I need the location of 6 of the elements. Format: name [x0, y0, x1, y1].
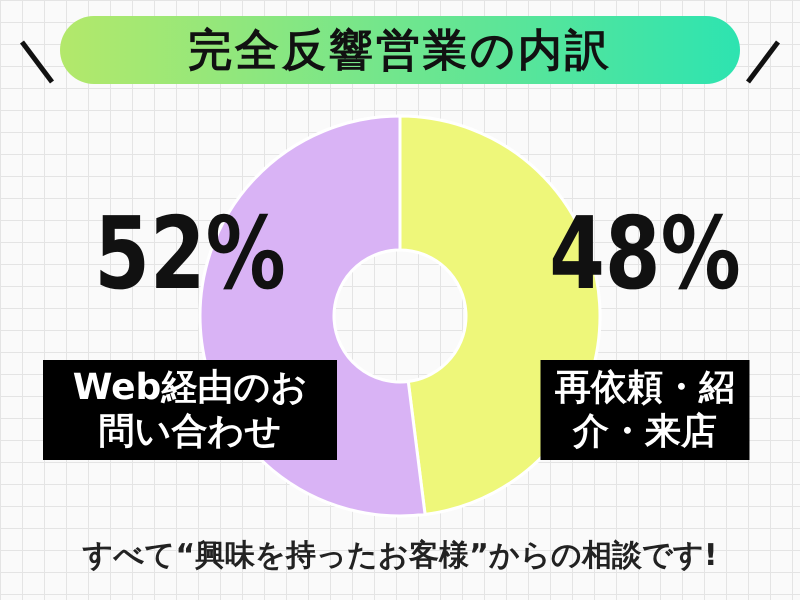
- text: すべて“興味を持ったお客様”からの相談です!: [81, 537, 719, 575]
- data-label: 48%: [549, 195, 741, 312]
- slice-label: Web経由のお問い合わせ: [43, 360, 337, 460]
- chart-title: 完全反響営業の内訳: [60, 16, 740, 84]
- slice-label: 再依頼・紹介・来店: [540, 360, 750, 460]
- data-label: 52%: [94, 195, 286, 312]
